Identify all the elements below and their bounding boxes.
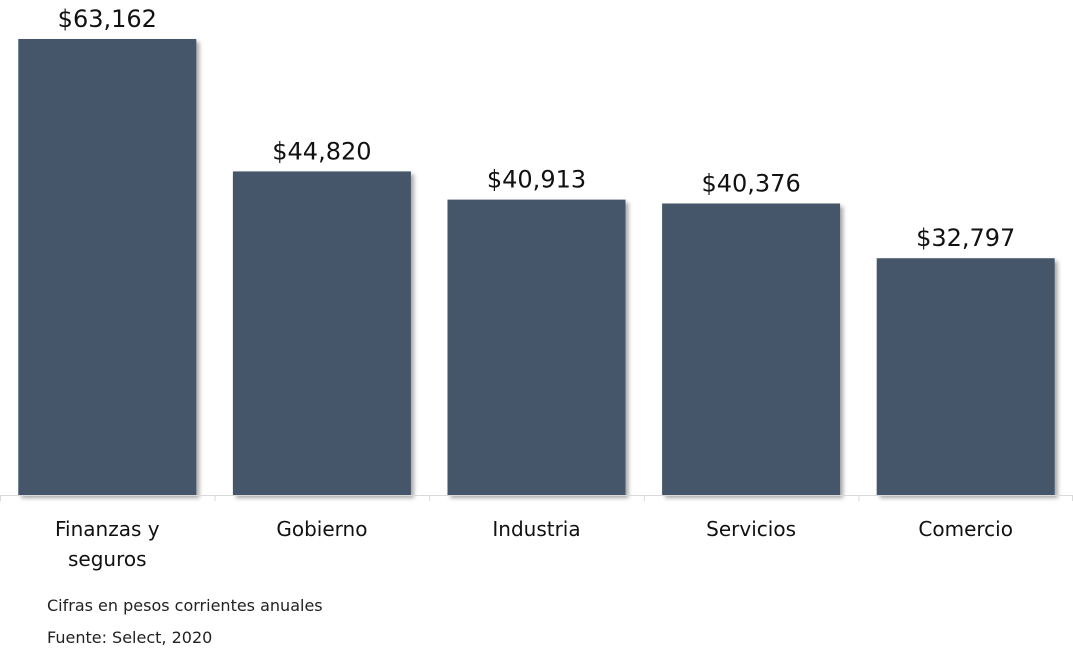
labels-layer: $63,162 Finanzas y seguros $44,820 Gobierno $… [55,5,1015,571]
category-label-4: Servicios [706,517,796,541]
value-label-4: $40,376 [701,170,800,198]
bar-5 [876,258,1055,495]
category-label-2: Gobierno [276,517,367,541]
bar-chart: $63,162 Finanzas y seguros $44,820 Gobierno $… [0,5,1073,571]
category-label-5: Comercio [918,517,1013,541]
source-note: Fuente: Select, 2020 [47,628,213,647]
value-label-2: $44,820 [272,137,371,165]
value-label-1: $63,162 [58,5,157,33]
category-label-3: Industria [492,517,580,541]
x-axis [0,495,1073,501]
value-label-3: $40,913 [487,166,586,194]
bar-2 [232,171,411,495]
value-label-5: $32,797 [916,224,1015,252]
bars-layer [18,39,1055,496]
bar-4 [662,203,841,496]
bar-1 [18,39,197,495]
units-note: Cifras en pesos corrientes anuales [47,596,323,615]
category-label-1: Finanzas y seguros [55,517,160,571]
bar-3 [447,199,626,496]
